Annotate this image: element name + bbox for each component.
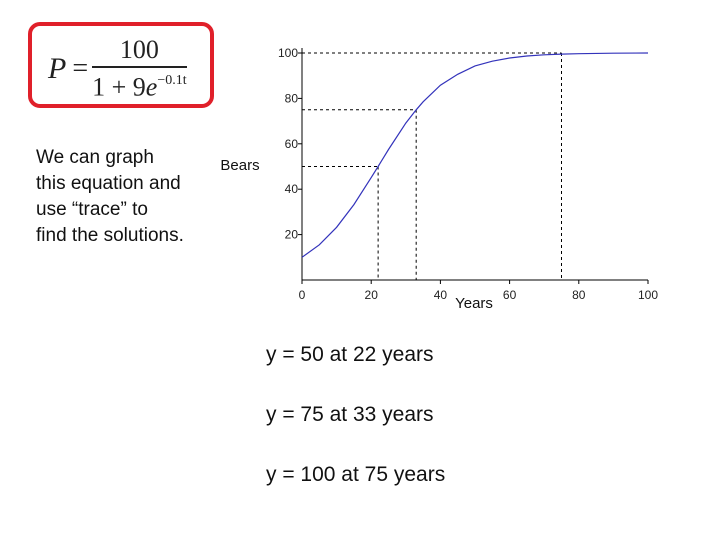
formula-equals: = xyxy=(72,53,89,85)
formula-fraction: 100 1 + 9e−0.1t xyxy=(92,36,187,103)
x-axis-label: Years xyxy=(455,295,493,312)
x-tick-label: 60 xyxy=(503,288,517,302)
formula-den-constant: 1 + 9 xyxy=(92,72,146,102)
note-line: We can graph xyxy=(36,147,154,168)
fraction-bar xyxy=(92,66,187,68)
formula: P = 100 1 + 9e−0.1t xyxy=(48,36,187,103)
results-list: y = 50 at 22 years y = 75 at 33 years y … xyxy=(266,340,445,520)
formula-lhs: P xyxy=(48,52,67,86)
explanation-text: We can graph this equation and use “trac… xyxy=(36,145,226,249)
y-tick-label: 40 xyxy=(285,182,299,196)
y-tick-label: 80 xyxy=(285,91,299,105)
x-tick-label: 100 xyxy=(638,288,658,302)
y-tick-label: 20 xyxy=(285,228,299,242)
x-tick-label: 20 xyxy=(365,288,379,302)
y-tick-label: 60 xyxy=(285,137,299,151)
result-line: y = 75 at 33 years xyxy=(266,403,434,426)
formula-numerator: 100 xyxy=(119,35,159,64)
y-tick-label: 100 xyxy=(278,46,298,60)
x-tick-label: 80 xyxy=(572,288,586,302)
result-line: y = 50 at 22 years xyxy=(266,343,434,366)
x-tick-label: 0 xyxy=(299,288,306,302)
note-line: use “trace” to xyxy=(36,199,148,220)
formula-denominator: 1 + 9e−0.1t xyxy=(92,68,187,103)
formula-box: P = 100 1 + 9e−0.1t xyxy=(28,22,214,108)
formula-den-base: e xyxy=(145,72,158,102)
series-line xyxy=(301,52,649,258)
result-line: y = 100 at 75 years xyxy=(266,463,446,486)
y-axis-label: Bears xyxy=(220,157,259,174)
x-tick-label: 40 xyxy=(434,288,448,302)
formula-den-exponent: −0.1t xyxy=(157,73,187,88)
note-line: this equation and xyxy=(36,173,181,194)
note-line: find the solutions. xyxy=(36,225,184,246)
